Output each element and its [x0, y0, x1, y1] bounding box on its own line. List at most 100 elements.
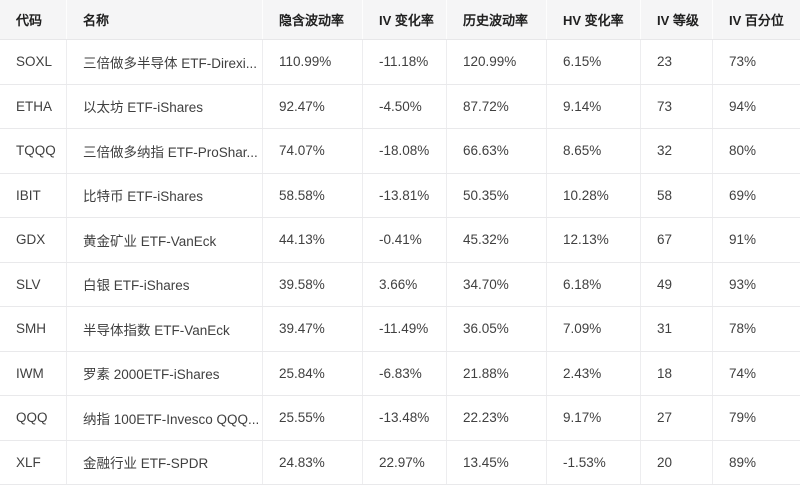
cell-name: 纳指 100ETF-Invesco QQQ...: [67, 396, 263, 440]
cell-hv-change: 7.09%: [547, 307, 641, 351]
cell-code: TQQQ: [0, 129, 67, 173]
cell-iv-change: -18.08%: [363, 129, 447, 173]
cell-historical-volatility: 13.45%: [447, 440, 547, 484]
cell-iv-percentile: 73%: [729, 54, 757, 70]
cell-code: IWM: [0, 351, 67, 395]
column-header-hv-change[interactable]: HV 变化率: [547, 0, 641, 39]
cell-code: SOXL: [0, 40, 67, 84]
cell-hv-change: 6.15%: [547, 40, 641, 84]
cell-code: SMH: [0, 307, 67, 351]
cell-hv-change: -1.53%: [547, 440, 641, 484]
column-header-iv-percentile[interactable]: IV 百分位: [729, 13, 784, 28]
cell-iv-percentile: 91%: [729, 232, 757, 248]
cell-iv-change: -6.83%: [363, 351, 447, 395]
table-row[interactable]: TQQQ 三倍做多纳指 ETF-ProShar... 74.07% -18.08% 66…: [0, 129, 800, 174]
column-header-code[interactable]: 代码: [0, 0, 67, 39]
cell-code: XLF: [0, 440, 67, 484]
cell-iv-percentile: 69%: [729, 187, 757, 203]
cell-implied-volatility: 110.99%: [263, 40, 363, 84]
table-body: SOXL 三倍做多半导体 ETF-Direxi... 110.99% -11.18% 1…: [0, 40, 800, 485]
table-row[interactable]: IWM 罗素 2000ETF-iShares 25.84% -6.83% 21.88% 2…: [0, 351, 800, 396]
cell-implied-volatility: 24.83%: [263, 440, 363, 484]
cell-hv-change: 2.43%: [547, 351, 641, 395]
cell-name: 白银 ETF-iShares: [67, 262, 263, 306]
cell-implied-volatility: 39.47%: [263, 307, 363, 351]
cell-historical-volatility: 36.05%: [447, 307, 547, 351]
cell-iv-percentile: 79%: [729, 410, 757, 426]
cell-iv-change: -11.49%: [363, 307, 447, 351]
cell-iv-rank: 18: [641, 351, 713, 395]
cell-code: SLV: [0, 262, 67, 306]
cell-historical-volatility: 21.88%: [447, 351, 547, 395]
cell-iv-change: 3.66%: [363, 262, 447, 306]
cell-name: 半导体指数 ETF-VanEck: [67, 307, 263, 351]
cell-iv-change: -11.18%: [363, 40, 447, 84]
column-header-historical-volatility[interactable]: 历史波动率: [447, 0, 547, 39]
cell-hv-change: 8.65%: [547, 129, 641, 173]
cell-iv-change: 22.97%: [363, 440, 447, 484]
table-row[interactable]: SOXL 三倍做多半导体 ETF-Direxi... 110.99% -11.18% 1…: [0, 40, 800, 85]
cell-iv-rank: 58: [641, 173, 713, 217]
table-row[interactable]: XLF 金融行业 ETF-SPDR 24.83% 22.97% 13.45% -1.53%…: [0, 440, 800, 485]
cell-implied-volatility: 74.07%: [263, 129, 363, 173]
column-header-name[interactable]: 名称: [67, 0, 263, 39]
cell-iv-rank: 67: [641, 218, 713, 262]
cell-historical-volatility: 45.32%: [447, 218, 547, 262]
cell-name: 罗素 2000ETF-iShares: [67, 351, 263, 395]
cell-iv-percentile: 78%: [729, 321, 757, 337]
cell-iv-percentile: 89%: [729, 454, 757, 470]
cell-iv-rank: 32: [641, 129, 713, 173]
cell-code: GDX: [0, 218, 67, 262]
column-header-iv-rank[interactable]: IV 等级: [641, 0, 713, 39]
cell-iv-rank: 31: [641, 307, 713, 351]
cell-iv-percentile: 74%: [729, 365, 757, 381]
cell-hv-change: 10.28%: [547, 173, 641, 217]
cell-implied-volatility: 39.58%: [263, 262, 363, 306]
cell-name: 三倍做多纳指 ETF-ProShar...: [67, 129, 263, 173]
cell-implied-volatility: 25.84%: [263, 351, 363, 395]
cell-historical-volatility: 87.72%: [447, 84, 547, 128]
cell-iv-change: -0.41%: [363, 218, 447, 262]
cell-historical-volatility: 22.23%: [447, 396, 547, 440]
table-row[interactable]: QQQ 纳指 100ETF-Invesco QQQ... 25.55% -13.48%…: [0, 396, 800, 441]
column-header-implied-volatility[interactable]: 隐含波动率: [263, 0, 363, 39]
cell-iv-rank: 27: [641, 396, 713, 440]
cell-code: ETHA: [0, 84, 67, 128]
cell-name: 金融行业 ETF-SPDR: [67, 440, 263, 484]
cell-historical-volatility: 120.99%: [447, 40, 547, 84]
table-row[interactable]: SLV 白银 ETF-iShares 39.58% 3.66% 34.70% 6.18% 4…: [0, 262, 800, 307]
cell-historical-volatility: 66.63%: [447, 129, 547, 173]
table-row[interactable]: IBIT 比特币 ETF-iShares 58.58% -13.81% 50.35% 10…: [0, 173, 800, 218]
table-row[interactable]: SMH 半导体指数 ETF-VanEck 39.47% -11.49% 36.05% 7.…: [0, 307, 800, 352]
cell-hv-change: 12.13%: [547, 218, 641, 262]
cell-code: IBIT: [0, 173, 67, 217]
cell-implied-volatility: 92.47%: [263, 84, 363, 128]
cell-iv-percentile: 80%: [729, 143, 757, 159]
cell-iv-change: -13.48%: [363, 396, 447, 440]
cell-name: 比特币 ETF-iShares: [67, 173, 263, 217]
table-row[interactable]: ETHA 以太坊 ETF-iShares 92.47% -4.50% 87.72% 9.1…: [0, 84, 800, 129]
cell-implied-volatility: 25.55%: [263, 396, 363, 440]
cell-iv-percentile: 93%: [729, 276, 757, 292]
cell-iv-rank: 73: [641, 84, 713, 128]
cell-hv-change: 9.17%: [547, 396, 641, 440]
cell-name: 三倍做多半导体 ETF-Direxi...: [67, 40, 263, 84]
cell-historical-volatility: 50.35%: [447, 173, 547, 217]
cell-iv-rank: 49: [641, 262, 713, 306]
table-row[interactable]: GDX 黄金矿业 ETF-VanEck 44.13% -0.41% 45.32% 12.1…: [0, 218, 800, 263]
cell-name: 以太坊 ETF-iShares: [67, 84, 263, 128]
cell-code: QQQ: [0, 396, 67, 440]
cell-hv-change: 6.18%: [547, 262, 641, 306]
cell-implied-volatility: 58.58%: [263, 173, 363, 217]
cell-iv-rank: 20: [641, 440, 713, 484]
cell-hv-change: 9.14%: [547, 84, 641, 128]
column-header-iv-change[interactable]: IV 变化率: [363, 0, 447, 39]
cell-name: 黄金矿业 ETF-VanEck: [67, 218, 263, 262]
table-header: 代码 名称 隐含波动率 IV 变化率 历史波动率 HV 变化率 IV 等级 IV 百分位: [0, 0, 800, 40]
cell-iv-percentile: 94%: [729, 98, 757, 114]
cell-iv-rank: 23: [641, 40, 713, 84]
cell-implied-volatility: 44.13%: [263, 218, 363, 262]
cell-iv-change: -4.50%: [363, 84, 447, 128]
cell-historical-volatility: 34.70%: [447, 262, 547, 306]
